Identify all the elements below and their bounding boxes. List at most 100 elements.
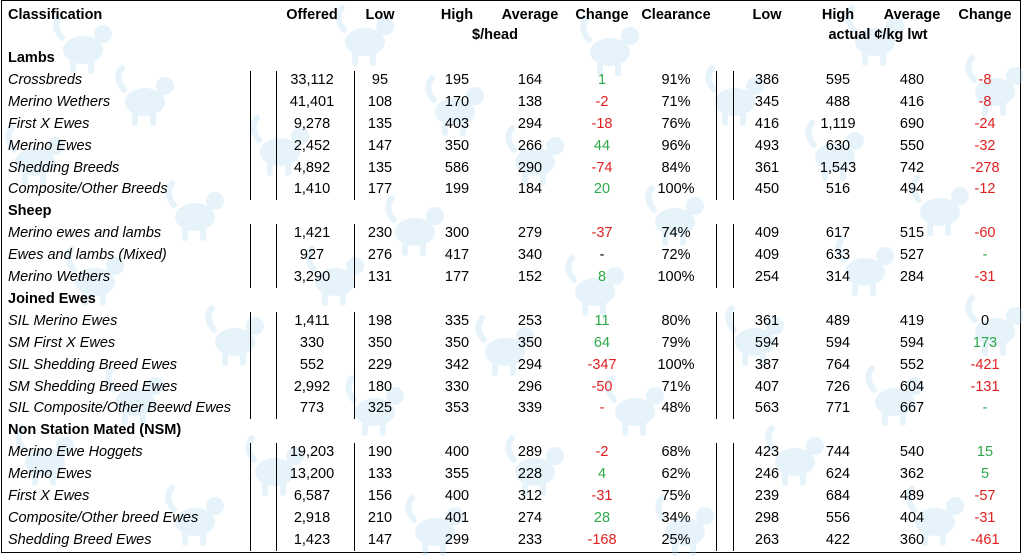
offered-cell: 552 [299,356,325,373]
change-cell: -2 [595,93,609,110]
clearance-cell: 34% [661,509,691,526]
header-offered: Offered [286,7,338,23]
low-kg-cell: 563 [754,400,780,417]
column-divider [276,70,277,201]
change-cell: 44 [593,137,611,154]
change-kg-cell: 15 [976,444,994,461]
sheep-logo-icon [565,255,624,316]
table-row: Composite/Other breed Ewes 2,918 210 401 274… [0,507,1023,529]
sheep-logo-icon [905,485,964,546]
average-kg-cell: 552 [899,356,925,373]
classification-cell: SM Shedding Breed Ewes [8,378,178,395]
low-cell: 350 [367,334,393,351]
high-kg-cell: 630 [825,137,851,154]
change-cell: 11 [594,312,610,329]
high-kg-cell: 684 [825,488,851,504]
column-divider [716,224,717,288]
classification-cell: Merino Ewes [8,466,92,483]
average-cell: 164 [517,71,543,88]
average-kg-cell: 416 [899,93,925,110]
average-kg-cell: 284 [899,269,925,285]
sheep-logo-icon [865,365,924,426]
sheep-logo-icon [115,65,174,126]
average-kg-cell: 480 [899,71,925,88]
change-kg-cell: -12 [974,181,996,198]
low-cell: 108 [367,93,393,110]
low-cell: 131 [367,269,393,285]
sheep-logo-icon [5,125,64,186]
table-row: Crossbreds 33,112 95 195 164 1 91% 386 595 480 -8 [0,69,1023,91]
high-kg-cell: 744 [825,444,851,461]
table-row: SM First X Ewes 330 350 350 350 64 79% 594 594 59… [0,332,1023,354]
column-divider [354,443,355,551]
column-divider [276,443,277,551]
section-label: Sheep [8,203,52,220]
low-kg-cell: 361 [754,159,780,176]
header-low: Low [365,7,395,23]
sheep-logo-icon [910,175,969,236]
classification-cell: Merino ewes and lambs [8,225,162,242]
high-kg-cell: 314 [825,269,851,285]
classification-cell: Ewes and lambs (Mixed) [8,247,167,264]
average-cell: 184 [517,181,543,198]
clearance-cell: 62% [661,466,691,483]
section-row: Sheep [0,200,1023,222]
average-cell: 279 [517,225,543,242]
average-kg-cell: 489 [899,488,925,504]
average-kg-cell: 550 [899,137,925,154]
clearance-cell: 100% [657,356,695,373]
offered-cell: 9,278 [293,115,331,132]
low-kg-cell: 263 [754,531,780,548]
section-row: Non Station Mated (NSM) [0,419,1023,441]
offered-cell: 330 [299,334,325,351]
change-kg-cell: -60 [974,225,996,242]
column-divider [733,443,734,551]
table-row: SIL Composite/Other Beewd Ewes 773 325 353 3… [0,397,1023,419]
table-row: Shedding Breed Ewes 1,423 147 299 233 -168 25%… [0,529,1023,551]
low-cell: 133 [367,466,393,483]
clearance-cell: 71% [661,93,691,110]
classification-cell: SIL Shedding Breed Ewes [8,356,178,373]
change-cell: 1 [597,71,607,88]
change-cell: 20 [593,181,611,198]
clearance-cell: 71% [661,378,691,395]
change-kg-cell: -8 [978,93,992,110]
average-kg-cell: 362 [899,466,925,483]
clearance-cell: 100% [657,269,695,285]
sheep-logo-icon [765,425,824,486]
clearance-cell: 68% [661,444,691,461]
low-cell: 180 [367,378,393,395]
column-divider [250,224,251,288]
table-row: Merino Ewes 2,452 147 350 266 44 96% 493 630 550 -… [0,135,1023,157]
high-cell: 417 [444,247,470,264]
change-cell: 8 [597,269,607,285]
low-kg-cell: 246 [754,466,780,483]
clearance-cell: 96% [661,137,691,154]
average-kg-cell: 515 [899,225,925,242]
sheep-logo-icon [425,75,484,136]
average-kg-cell: 419 [899,312,925,329]
classification-cell: First X Ewes [8,115,90,132]
header-average-kg: Average [883,7,941,23]
average-kg-cell: 540 [899,444,925,461]
classification-cell: SIL Merino Ewes [8,312,118,329]
low-kg-cell: 254 [754,269,780,285]
section-row: Lambs [0,47,1023,69]
offered-cell: 4,892 [293,159,331,176]
section-label: Non Station Mated (NSM) [8,422,182,439]
low-cell: 325 [367,400,393,417]
average-kg-cell: 494 [899,181,925,198]
low-kg-cell: 387 [754,356,780,373]
change-cell: 64 [593,334,611,351]
table-row: Merino Wethers 3,290 131 177 152 8 100% 254 314 2… [0,266,1023,288]
average-cell: 152 [517,269,543,285]
classification-cell: Merino Wethers [8,269,111,285]
classification-cell: First X Ewes [8,488,90,504]
sheep-logo-icon [250,115,309,176]
table-row: Merino Ewes 13,200 133 355 228 4 62% 246 624 362 5 [0,463,1023,485]
average-kg-cell: 690 [899,115,925,132]
high-kg-cell: 624 [825,466,851,483]
offered-cell: 6,587 [293,488,331,504]
high-cell: 170 [444,93,470,110]
offered-cell: 773 [299,400,325,417]
